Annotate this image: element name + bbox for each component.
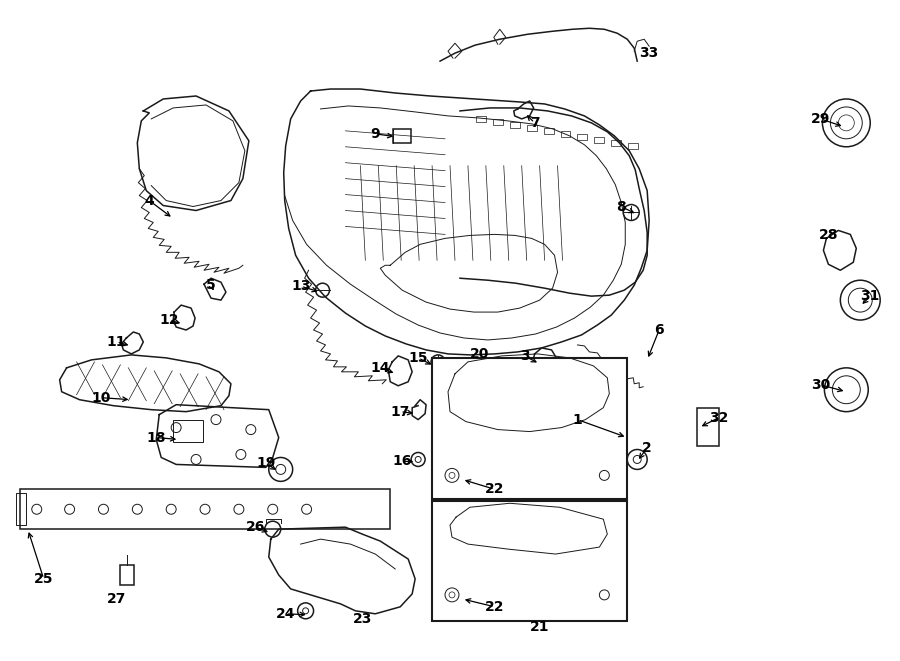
Text: 22: 22 bbox=[485, 483, 505, 496]
Text: 29: 29 bbox=[811, 112, 830, 126]
Text: 17: 17 bbox=[391, 405, 410, 418]
Text: 12: 12 bbox=[159, 313, 179, 327]
Bar bbox=[121, 565, 134, 585]
Text: 1: 1 bbox=[572, 412, 582, 426]
Bar bbox=[432, 501, 627, 621]
Bar bbox=[697, 408, 719, 446]
Bar bbox=[628, 143, 638, 149]
Text: 21: 21 bbox=[530, 620, 549, 634]
Text: 13: 13 bbox=[291, 279, 310, 293]
Text: 11: 11 bbox=[107, 335, 126, 349]
Text: 3: 3 bbox=[520, 349, 529, 363]
Bar bbox=[493, 119, 503, 125]
Bar bbox=[526, 125, 536, 131]
Bar bbox=[16, 493, 26, 525]
Text: 26: 26 bbox=[246, 520, 266, 534]
Bar bbox=[561, 131, 571, 137]
Text: 10: 10 bbox=[92, 391, 112, 405]
Bar bbox=[173, 420, 203, 442]
Bar bbox=[611, 140, 621, 146]
Text: 14: 14 bbox=[371, 361, 390, 375]
Bar bbox=[476, 116, 486, 122]
Text: 33: 33 bbox=[640, 46, 659, 60]
Text: 27: 27 bbox=[107, 592, 126, 606]
Bar bbox=[393, 129, 411, 143]
Bar bbox=[578, 134, 588, 140]
Text: 2: 2 bbox=[643, 440, 652, 455]
Text: 24: 24 bbox=[276, 607, 295, 621]
Text: 28: 28 bbox=[819, 229, 838, 243]
Bar bbox=[509, 122, 519, 128]
Text: 18: 18 bbox=[147, 430, 166, 445]
Text: 8: 8 bbox=[616, 200, 626, 214]
Text: 15: 15 bbox=[409, 351, 428, 365]
Text: 6: 6 bbox=[654, 323, 664, 337]
Text: 20: 20 bbox=[470, 347, 490, 361]
Text: 4: 4 bbox=[144, 194, 154, 208]
Text: 31: 31 bbox=[860, 289, 880, 303]
Text: 25: 25 bbox=[34, 572, 53, 586]
Bar bbox=[20, 489, 391, 529]
Text: 16: 16 bbox=[392, 455, 412, 469]
Text: 32: 32 bbox=[709, 410, 729, 424]
Text: 9: 9 bbox=[371, 127, 380, 141]
Text: 5: 5 bbox=[206, 278, 216, 292]
Bar bbox=[594, 137, 604, 143]
Text: 22: 22 bbox=[485, 600, 505, 614]
Bar bbox=[432, 358, 627, 499]
Bar bbox=[544, 128, 554, 134]
Text: 19: 19 bbox=[256, 457, 275, 471]
Text: 23: 23 bbox=[353, 612, 372, 626]
Text: 30: 30 bbox=[811, 378, 830, 392]
Text: 7: 7 bbox=[530, 116, 539, 130]
